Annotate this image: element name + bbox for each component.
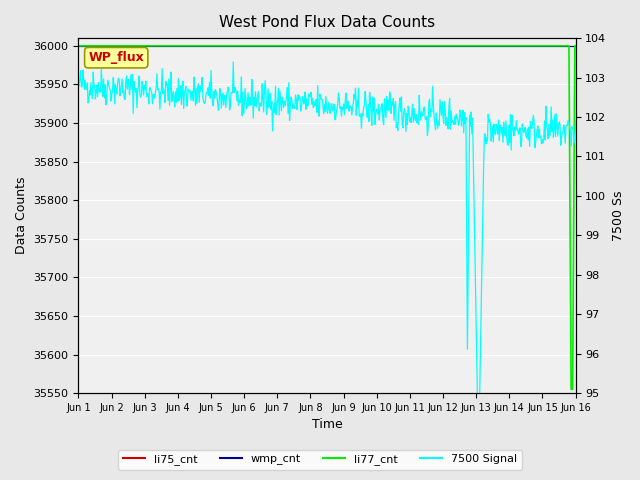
Text: WP_flux: WP_flux xyxy=(88,51,144,64)
Y-axis label: Data Counts: Data Counts xyxy=(15,177,28,254)
Title: West Pond Flux Data Counts: West Pond Flux Data Counts xyxy=(219,15,435,30)
Y-axis label: 7500 Ss: 7500 Ss xyxy=(612,191,625,241)
X-axis label: Time: Time xyxy=(312,419,342,432)
Legend: li75_cnt, wmp_cnt, li77_cnt, 7500 Signal: li75_cnt, wmp_cnt, li77_cnt, 7500 Signal xyxy=(118,450,522,469)
